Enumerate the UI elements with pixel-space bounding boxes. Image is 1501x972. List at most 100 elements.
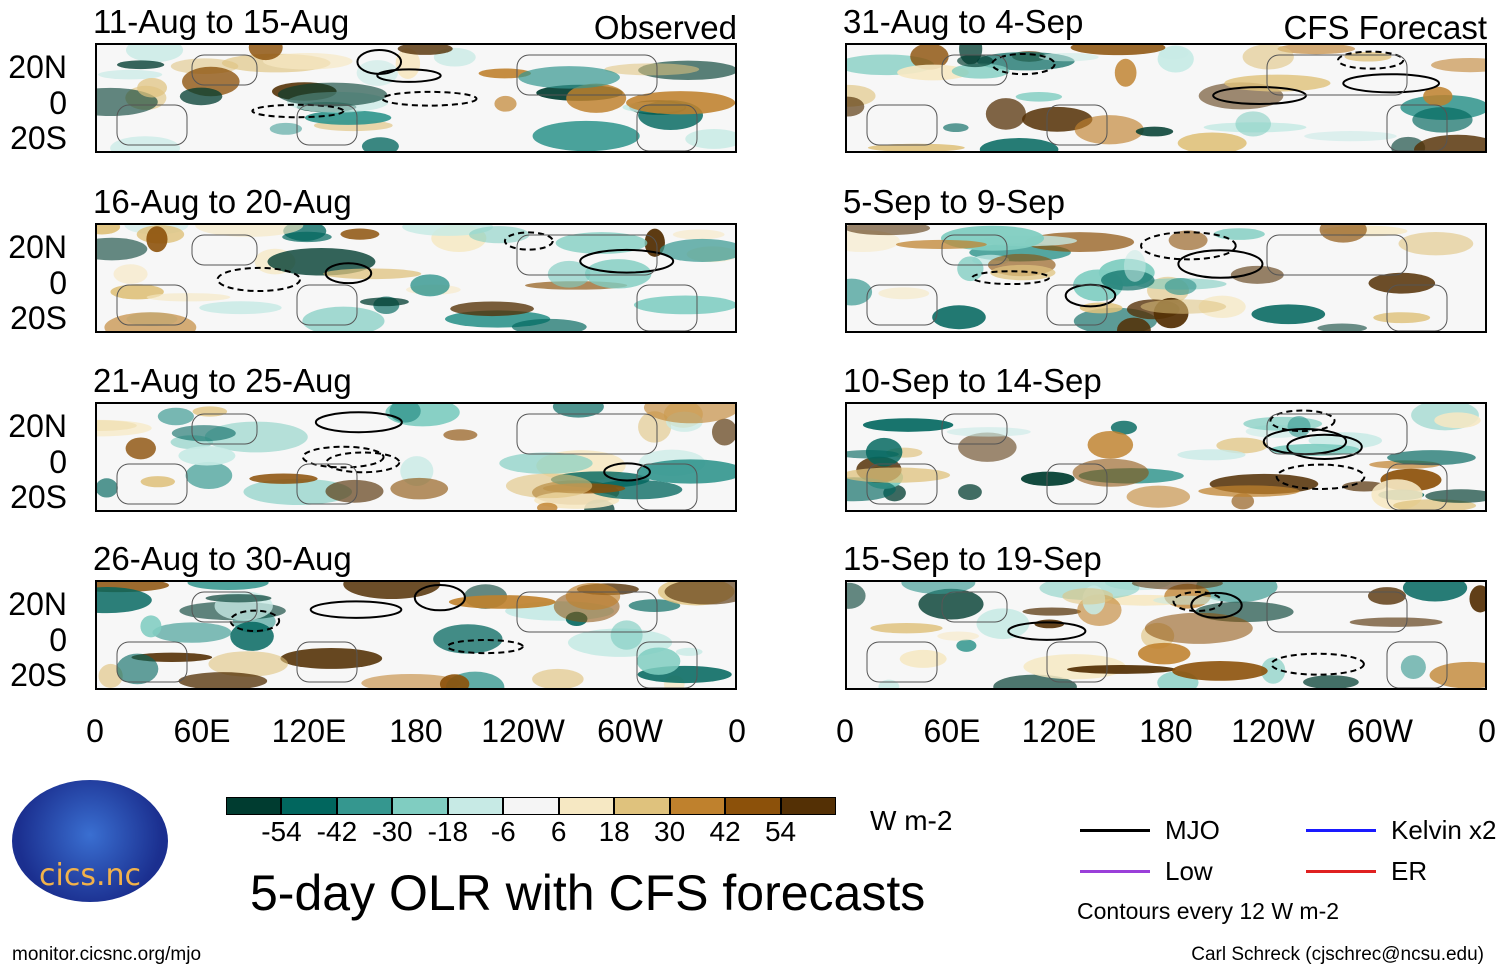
map-field: [97, 225, 735, 331]
x-tick-label: 120E: [271, 713, 347, 749]
coastline: [116, 104, 188, 146]
legend-line-er: [1306, 870, 1376, 873]
olr-anomaly-blob: [1277, 45, 1356, 55]
olr-anomaly-blob: [1153, 595, 1221, 605]
olr-anomaly-blob: [1344, 51, 1392, 62]
olr-anomaly-blob: [343, 582, 441, 599]
olr-anomaly-blob: [1230, 265, 1284, 284]
legend-label: Kelvin x2: [1391, 815, 1497, 845]
map-field: [97, 582, 735, 688]
olr-anomaly-blob: [1429, 661, 1485, 688]
coastline: [116, 463, 188, 505]
mjo-contour: [381, 90, 478, 107]
olr-anomaly-blob: [361, 137, 399, 151]
olr-anomaly-blob: [976, 608, 1030, 640]
olr-anomaly-blob: [187, 582, 269, 591]
footer-credit: Carl Schreck (cjschrec@ncsu.edu): [1191, 944, 1484, 965]
y-tick-label: 20S: [10, 657, 67, 693]
mjo-contour: [309, 600, 403, 619]
olr-anomaly-blob: [847, 225, 931, 236]
olr-anomaly-blob: [932, 305, 986, 330]
olr-anomaly-blob: [1070, 45, 1166, 56]
olr-anomaly-blob: [1137, 642, 1191, 665]
olr-anomaly-blob: [847, 450, 899, 459]
olr-map-panel: [845, 402, 1487, 512]
olr-anomaly-blob: [1400, 655, 1426, 680]
olr-anomaly-blob: [1368, 272, 1436, 294]
olr-anomaly-blob: [910, 45, 949, 70]
olr-anomaly-blob: [1157, 45, 1194, 73]
olr-anomaly-blob: [116, 60, 165, 70]
olr-anomaly-blob: [395, 48, 421, 79]
olr-anomaly-blob: [1261, 657, 1286, 684]
olr-anomaly-blob: [847, 467, 951, 483]
olr-map-panel: [845, 43, 1487, 153]
olr-anomaly-blob: [478, 68, 531, 79]
olr-anomaly-blob: [494, 95, 517, 112]
coastline: [296, 641, 358, 683]
olr-anomaly-blob: [862, 418, 954, 432]
olr-anomaly-blob: [97, 419, 152, 437]
y-tick-label: 0: [49, 265, 67, 301]
olr-anomaly-blob: [957, 256, 984, 282]
olr-anomaly-blob: [178, 446, 236, 466]
olr-anomaly-blob: [323, 268, 422, 280]
olr-anomaly-blob: [277, 82, 388, 107]
olr-anomaly-blob: [636, 647, 681, 675]
mjo-contour: [324, 262, 373, 285]
colorbar-swatch: [226, 797, 282, 815]
olr-anomaly-blob: [847, 477, 896, 502]
olr-map-panel: [95, 580, 737, 690]
panel-title: 11-Aug to 15-Aug: [93, 3, 350, 40]
colorbar-label: 42: [709, 816, 741, 847]
olr-anomaly-blob: [1287, 416, 1311, 438]
logo-text: cics.nc: [39, 858, 141, 893]
coastline: [1266, 413, 1408, 455]
olr-anomaly-blob: [899, 649, 947, 668]
olr-anomaly-blob: [146, 293, 231, 302]
mjo-contour: [216, 266, 301, 293]
colorbar-label: -42: [316, 816, 358, 847]
olr-anomaly-blob: [1067, 664, 1176, 674]
olr-anomaly-blob: [1074, 115, 1144, 145]
olr-anomaly-blob: [979, 138, 1059, 151]
olr-anomaly-blob: [140, 476, 176, 488]
cicsnc-logo: cics.nc: [12, 780, 168, 902]
olr-map-panel: [95, 43, 737, 153]
olr-anomaly-blob: [957, 54, 994, 68]
coastline: [191, 54, 258, 86]
panel-label: Observed: [593, 9, 737, 46]
olr-anomaly-blob: [1198, 485, 1300, 497]
x-tick-label: 180: [389, 713, 443, 749]
olr-anomaly-blob: [179, 87, 223, 106]
coastline: [191, 234, 258, 266]
y-tick-label: 0: [49, 622, 67, 658]
olr-anomaly-blob: [230, 621, 274, 651]
olr-anomaly-blob: [711, 418, 735, 446]
olr-anomaly-blob: [1434, 412, 1481, 429]
olr-anomaly-blob: [97, 237, 148, 261]
olr-anomaly-blob: [280, 648, 383, 669]
olr-anomaly-blob: [1303, 675, 1359, 688]
olr-anomaly-blob: [1213, 228, 1265, 240]
olr-anomaly-blob: [1140, 299, 1227, 314]
olr-anomaly-blob: [1224, 74, 1331, 92]
olr-anomaly-blob: [360, 297, 409, 307]
olr-anomaly-blob: [1034, 619, 1065, 629]
coastline: [191, 591, 258, 623]
olr-map-panel: [95, 223, 737, 333]
colorbar-label: 54: [764, 816, 797, 847]
olr-map-panel: [845, 580, 1487, 690]
olr-anomaly-blob: [1398, 231, 1474, 256]
olr-anomaly-blob: [146, 226, 168, 253]
olr-anomaly-blob: [847, 230, 900, 253]
legend-label: Low: [1165, 856, 1213, 886]
olr-anomaly-blob: [685, 128, 735, 149]
olr-map-panel: [95, 402, 737, 512]
x-tick-label: 60E: [923, 713, 981, 749]
mjo-contour: [1190, 591, 1243, 619]
map-field: [847, 582, 1485, 688]
olr-anomaly-blob: [1164, 277, 1197, 296]
olr-anomaly-blob: [870, 622, 943, 634]
x-tick-label: 60E: [173, 713, 231, 749]
